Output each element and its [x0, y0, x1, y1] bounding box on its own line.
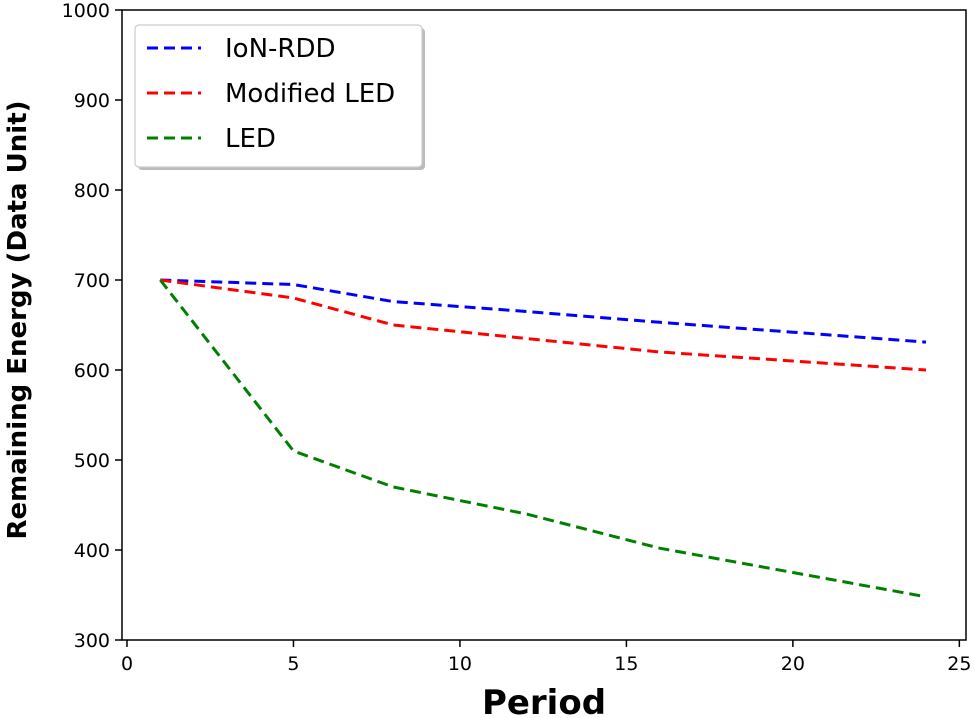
y-tick-label: 900: [74, 90, 110, 112]
legend-label: Modified LED: [225, 79, 395, 109]
y-axis-label: Remaining Energy (Data Unit): [3, 100, 33, 539]
y-tick-label: 500: [74, 450, 110, 472]
y-tick-label: 400: [74, 540, 110, 562]
y-tick-label: 700: [74, 270, 110, 292]
legend-label: LED: [225, 124, 276, 154]
legend-box: [134, 24, 423, 168]
plot-frame: [121, 9, 967, 641]
legend: IoN-RDD Modified LED LED: [134, 24, 425, 170]
series-layer: [159, 278, 927, 599]
x-tick-label: 0: [121, 653, 133, 675]
y-tick-label: 1000: [62, 0, 110, 22]
y-tick-label: 600: [74, 360, 110, 382]
x-tick-label: 10: [448, 653, 472, 675]
legend-label: IoN-RDD: [225, 34, 336, 64]
x-tick-label: 5: [287, 653, 299, 675]
y-tick-label: 800: [74, 180, 110, 202]
series-line-led: [159, 279, 927, 599]
series-line-modified-led: [160, 278, 927, 372]
y-tick-label: 300: [74, 630, 110, 652]
x-axis-label: Period: [482, 683, 606, 718]
x-tick-label: 15: [614, 653, 638, 675]
x-tick-label: 25: [947, 653, 971, 675]
y-axis: 300 400 500 600 700 800 900 1000: [62, 0, 122, 652]
x-tick-label: 20: [781, 653, 805, 675]
series-line-ion-rdd: [160, 278, 927, 344]
x-axis: 0 5 10 15 20 25: [121, 640, 971, 675]
